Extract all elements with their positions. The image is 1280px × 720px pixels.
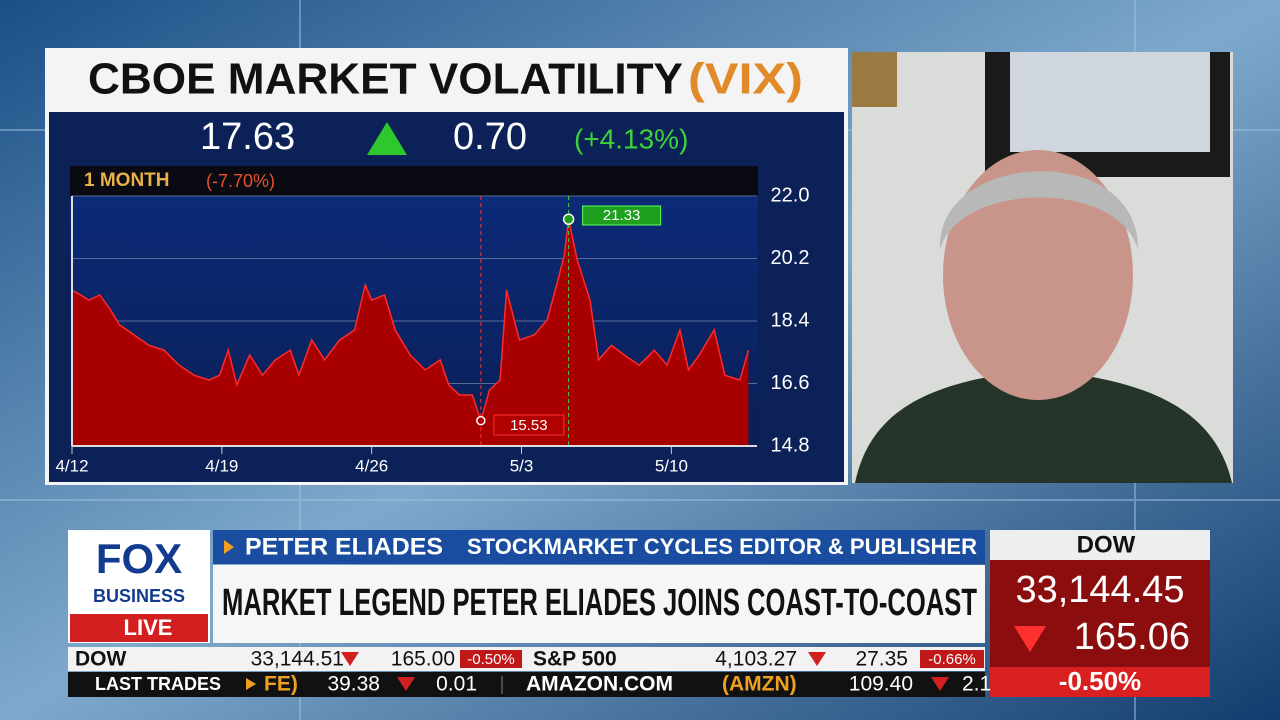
guest-name: PETER ELIADES (245, 533, 443, 560)
ticker-item: AMAZON.COM (526, 673, 673, 696)
ticker-label: LAST TRADES (95, 674, 221, 694)
x-tick-label: 4/26 (355, 456, 388, 475)
frame-left (852, 52, 897, 107)
ticker-row-2 (68, 672, 985, 697)
x-tick-label: 5/3 (510, 456, 534, 475)
ticker-value: 39.38 (327, 673, 380, 696)
picture (1010, 52, 1210, 152)
ticker-value: 33,144.51 (251, 648, 344, 671)
chart-symbol: (VIX) (688, 55, 803, 104)
headline-bar (213, 565, 985, 643)
ticker-pct-box (920, 650, 984, 668)
dow-percent: -0.50% (1059, 666, 1141, 696)
y-tick-label: 20.2 (771, 247, 810, 269)
ticker-arrow (246, 678, 256, 690)
y-tick-label: 18.4 (771, 309, 810, 331)
high-label: 21.33 (603, 207, 641, 224)
ticker-value: 109.40 (849, 673, 913, 696)
dow-percent-bar (990, 667, 1210, 697)
ticker-change: 0.01 (436, 673, 477, 696)
dow-value: 33,144.45 (1015, 569, 1184, 611)
logo-sub: BUSINESS (93, 586, 185, 606)
guest-role: STOCKMARKET CYCLES EDITOR & PUBLISHER (467, 534, 977, 559)
chart-title: CBOE MARKET VOLATILITY (88, 55, 683, 104)
ticker-change: 27.35 (855, 648, 908, 671)
period-bar (70, 166, 758, 196)
ticker-pct-box (460, 650, 522, 668)
area (72, 219, 749, 446)
ticker-down-arrow (808, 652, 826, 666)
y-tick-label: 16.6 (771, 372, 810, 394)
ticker-index: DOW (75, 648, 127, 671)
period-change: (-7.70%) (206, 171, 275, 191)
down-arrow (1014, 626, 1046, 652)
ticker-down-arrow (931, 677, 949, 691)
quote-last: 17.63 (200, 116, 295, 158)
quote-change: 0.70 (453, 116, 527, 158)
dow-body (990, 560, 1210, 667)
name-bar (213, 530, 985, 564)
live-label: LIVE (124, 615, 173, 640)
high-point (562, 213, 575, 226)
ticker-percent: -0.50% (467, 651, 515, 668)
logo: FOX (96, 535, 182, 582)
low-label: 15.53 (510, 417, 548, 434)
ticker-change: 165.00 (391, 648, 455, 671)
low-callout (493, 414, 565, 436)
ticker-down-arrow (341, 652, 359, 666)
guest-hair (939, 171, 1139, 250)
guest-body (855, 370, 1232, 483)
headline: MARKET LEGEND PETER ELIADES JOINS COAST-… (222, 582, 977, 624)
line (71, 219, 750, 424)
x-tick-label: 4/12 (55, 456, 88, 475)
guest-head (943, 150, 1133, 400)
live-bar (70, 614, 208, 642)
name-arrow (224, 540, 234, 554)
period-label: 1 MONTH (84, 170, 170, 191)
dow-label: DOW (1077, 531, 1136, 558)
ticker-item: FE) (264, 673, 298, 696)
quote-percent: (+4.13%) (574, 123, 688, 154)
ticker-down-arrow (397, 677, 415, 691)
x-tick-label: 5/10 (655, 456, 688, 475)
up-arrow (367, 122, 407, 155)
y-tick-label: 14.8 (771, 434, 810, 456)
ticker-change: 2.1 (962, 673, 991, 696)
high-callout (582, 205, 662, 226)
dow-change: 165.06 (1074, 616, 1190, 658)
ticker-row-1 (68, 647, 985, 671)
dow-header (990, 530, 1210, 560)
y-tick-label: 22.0 (771, 184, 810, 206)
chart: 22.0 20.2 18.4 16.6 14.8 4/12 4/19 4/26 5/3 5/10 1… (55, 184, 809, 475)
ticker-value: 4,103.27 (715, 648, 797, 671)
x-tick-label: 4/19 (205, 456, 238, 475)
low-point (476, 415, 486, 426)
ticker-index: S&P 500 (533, 648, 617, 671)
ticker-symbol: (AMZN) (722, 673, 797, 696)
ticker-percent: -0.66% (928, 651, 976, 668)
